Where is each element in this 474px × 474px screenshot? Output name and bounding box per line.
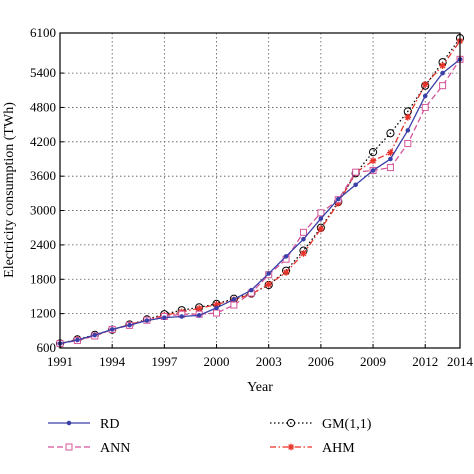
x-tick-label: 2006 bbox=[308, 354, 335, 369]
legend-label: ANN bbox=[100, 441, 130, 456]
data-point bbox=[439, 62, 447, 70]
data-point bbox=[422, 93, 428, 99]
data-point bbox=[353, 182, 358, 188]
data-point bbox=[439, 82, 447, 90]
data-point bbox=[92, 332, 98, 338]
data-point bbox=[282, 269, 290, 276]
y-tick-label: 1200 bbox=[30, 306, 56, 321]
x-tick-label: 1991 bbox=[47, 354, 73, 369]
grid bbox=[60, 33, 460, 348]
y-tick-label: 3600 bbox=[30, 168, 56, 183]
data-point bbox=[214, 305, 219, 311]
y-tick-label: 3000 bbox=[30, 203, 56, 218]
legend: RD ANN GM(1,1) AHM bbox=[48, 417, 372, 456]
data-point bbox=[179, 314, 185, 319]
series-layer bbox=[55, 34, 465, 348]
data-point bbox=[318, 216, 324, 221]
legend-item: GM(1,1) bbox=[270, 417, 372, 432]
data-point bbox=[369, 157, 377, 165]
data-point bbox=[265, 281, 273, 288]
data-point bbox=[301, 236, 306, 242]
x-tick-label: 2003 bbox=[256, 354, 282, 369]
data-point bbox=[196, 313, 202, 318]
legend-marker bbox=[286, 418, 296, 428]
data-point bbox=[230, 301, 238, 309]
legend-item: ANN bbox=[48, 441, 130, 456]
legend-marker bbox=[65, 443, 73, 451]
y-tick-label: 4200 bbox=[30, 134, 56, 149]
data-point bbox=[317, 209, 325, 217]
data-point bbox=[213, 309, 221, 317]
data-point bbox=[368, 148, 378, 157]
data-point bbox=[370, 168, 376, 173]
legend-item: RD bbox=[48, 417, 119, 432]
x-axis-title: Year bbox=[247, 380, 273, 395]
y-tick-label: 2400 bbox=[30, 237, 56, 252]
x-tick-label: 2012 bbox=[412, 354, 438, 369]
data-point bbox=[386, 164, 394, 172]
y-tick-label: 1800 bbox=[30, 271, 56, 286]
data-point bbox=[127, 322, 132, 328]
tick-layer: 1991 1994 1997 2000 2003 2006 2009 2012 2014 600 1… bbox=[30, 25, 474, 369]
series-line bbox=[59, 58, 461, 345]
y-tick-label: 6100 bbox=[30, 25, 56, 40]
data-point bbox=[388, 156, 393, 162]
data-point bbox=[404, 140, 412, 148]
data-point bbox=[213, 301, 220, 308]
data-point bbox=[266, 271, 271, 276]
data-point bbox=[231, 297, 237, 302]
y-axis-title: Electricity consumption (TWh) bbox=[2, 102, 17, 278]
data-point bbox=[317, 225, 325, 233]
data-point bbox=[300, 250, 307, 257]
data-point bbox=[387, 149, 394, 157]
data-point bbox=[440, 70, 445, 76]
legend-marker bbox=[66, 420, 72, 426]
data-point bbox=[109, 327, 115, 332]
data-point bbox=[405, 128, 411, 133]
data-point bbox=[75, 337, 80, 343]
x-tick-label: 2000 bbox=[204, 354, 230, 369]
data-point bbox=[195, 305, 203, 312]
data-point bbox=[144, 318, 150, 323]
data-point bbox=[249, 287, 254, 293]
series-line bbox=[59, 58, 461, 345]
y-tick-label: 600 bbox=[37, 340, 57, 355]
series-rd bbox=[57, 57, 463, 346]
data-point bbox=[283, 254, 289, 259]
x-tick-label: 1997 bbox=[151, 354, 178, 369]
data-point bbox=[404, 113, 412, 121]
data-point bbox=[421, 103, 429, 111]
x-tick-label: 1994 bbox=[99, 354, 126, 369]
y-tick-label: 4800 bbox=[30, 99, 56, 114]
legend-item: AHM bbox=[270, 441, 355, 456]
y-tick-label: 5400 bbox=[30, 65, 56, 80]
data-point bbox=[421, 81, 429, 88]
x-tick-label: 2014 bbox=[447, 354, 474, 369]
legend-label: RD bbox=[100, 417, 119, 432]
legend-label: GM(1,1) bbox=[322, 417, 372, 432]
data-point bbox=[352, 168, 360, 176]
data-point bbox=[335, 196, 341, 202]
legend-marker bbox=[287, 443, 295, 451]
legend-label: AHM bbox=[322, 441, 355, 456]
data-point bbox=[299, 228, 307, 236]
x-tick-label: 2009 bbox=[360, 354, 386, 369]
data-point bbox=[162, 315, 167, 320]
plot-frame bbox=[59, 32, 461, 349]
data-point bbox=[386, 129, 395, 138]
